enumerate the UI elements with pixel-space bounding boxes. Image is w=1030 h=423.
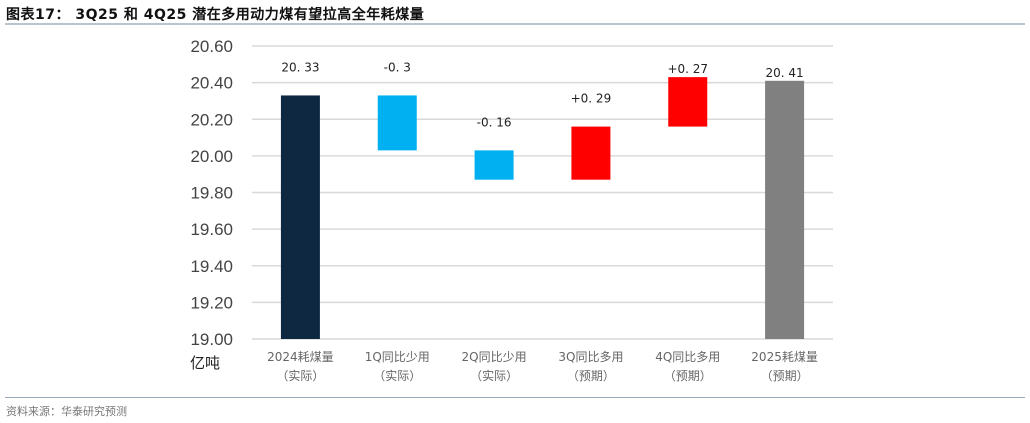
x-axis-labels: 2024耗煤量 （实际） 1Q同比少用 （实际） 2Q同比少用 （实际） 3Q同比多用 （预期… [267,350,818,383]
data-label: 20. 41 [765,66,803,80]
x-category-label: 2024耗煤量 [267,350,334,364]
bar [668,77,708,127]
gridlines [252,45,833,340]
y-tick-label: 19.60 [190,220,233,239]
title-divider [5,23,1025,25]
y-tick-label: 19.00 [190,330,233,349]
y-tick-label: 20.60 [190,37,233,56]
data-labels: 20. 33 -0. 3 -0. 16 +0. 29 +0. 27 20. 41 [281,60,803,129]
y-tick-label: 19.40 [190,257,233,276]
y-axis-unit-label: 亿吨 [190,354,220,372]
x-category-label: 2025耗煤量 [751,350,818,364]
data-label: +0. 27 [667,62,708,76]
x-category-sublabel: （预期） [761,369,809,383]
x-category-sublabel: （预期） [664,369,712,383]
y-tick-label: 19.80 [190,184,233,203]
y-tick-label: 20.00 [190,147,233,166]
x-category-label: 1Q同比少用 [365,350,430,364]
x-category-label: 3Q同比多用 [558,350,623,364]
data-label: +0. 29 [571,92,612,106]
source-note: 资料来源：华泰研究预测 [6,405,127,418]
x-category-label: 4Q同比多用 [655,350,720,364]
footer-divider [5,397,1025,398]
bar [765,80,805,339]
y-tick-label: 20.20 [190,110,233,129]
bars [280,77,805,339]
y-tick-label: 20.40 [190,74,233,93]
bar [474,150,514,180]
chart-title: 图表17： 3Q25 和 4Q25 潜在多用动力煤有望拉高全年耗煤量 [6,7,425,23]
bar [280,95,320,339]
bar [571,126,611,180]
x-category-sublabel: （实际） [276,368,324,383]
y-tick-label: 19.20 [190,293,233,312]
x-category-label: 2Q同比少用 [462,350,527,364]
data-label: 20. 33 [281,60,319,74]
x-category-sublabel: （预期） [567,369,615,383]
bar [377,95,417,151]
y-axis-ticks: 20.60 20.40 20.20 20.00 19.80 19.60 19.40 19.20… [190,37,233,349]
data-label: -0. 16 [477,115,512,129]
x-category-sublabel: （实际） [470,368,518,383]
x-category-sublabel: （实际） [373,368,421,383]
data-label: -0. 3 [384,60,411,74]
waterfall-chart: 20.60 20.40 20.20 20.00 19.80 19.60 19.40 19.20… [190,37,833,383]
